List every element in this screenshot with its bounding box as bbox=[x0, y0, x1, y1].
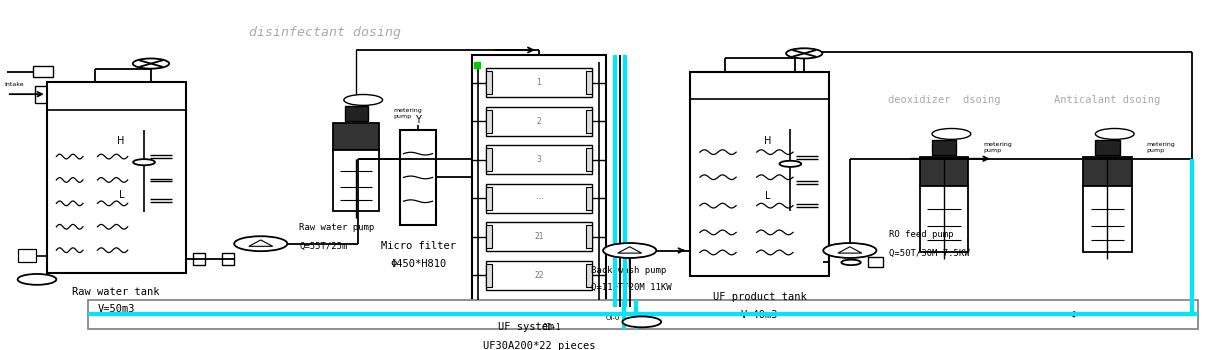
Bar bbox=[586, 71, 592, 94]
Text: Micro filter: Micro filter bbox=[380, 241, 455, 251]
Circle shape bbox=[932, 128, 971, 139]
Bar bbox=[193, 253, 205, 265]
Text: Raw water pump: Raw water pump bbox=[299, 223, 374, 232]
Text: ⋯: ⋯ bbox=[535, 194, 543, 203]
Bar bbox=[586, 110, 592, 133]
Text: Y: Y bbox=[415, 115, 421, 125]
Bar bbox=[635, 304, 652, 312]
Circle shape bbox=[786, 48, 822, 58]
Text: Intake: Intake bbox=[5, 82, 24, 88]
Bar bbox=[486, 107, 592, 135]
Bar bbox=[586, 187, 592, 210]
Text: Q=55T/25m: Q=55T/25m bbox=[299, 242, 348, 251]
Polygon shape bbox=[248, 240, 272, 246]
Bar bbox=[586, 225, 592, 248]
Text: metering
pump: metering pump bbox=[394, 108, 421, 119]
Bar bbox=[486, 225, 492, 248]
Bar bbox=[486, 222, 592, 251]
Text: UF30A200*22 pieces: UF30A200*22 pieces bbox=[483, 341, 596, 350]
Bar bbox=[486, 68, 592, 97]
Circle shape bbox=[133, 159, 155, 165]
Bar bbox=[920, 186, 969, 252]
Bar bbox=[690, 72, 830, 276]
Bar bbox=[486, 148, 492, 171]
Text: V=50m3: V=50m3 bbox=[97, 304, 134, 314]
Text: UF product tank: UF product tank bbox=[713, 292, 807, 302]
Bar bbox=[932, 140, 957, 155]
Circle shape bbox=[344, 94, 383, 105]
Bar bbox=[486, 110, 492, 133]
Text: Anticalant dsoing: Anticalant dsoing bbox=[1055, 94, 1160, 105]
Text: OI-1: OI-1 bbox=[543, 323, 562, 332]
Bar bbox=[87, 300, 1198, 329]
Polygon shape bbox=[618, 247, 642, 253]
Bar bbox=[47, 82, 185, 273]
Text: deoxidizer  dsoing: deoxidizer dsoing bbox=[888, 94, 1000, 105]
Bar bbox=[18, 249, 36, 262]
Text: L: L bbox=[765, 191, 771, 202]
Text: disinfectant dosing: disinfectant dosing bbox=[248, 26, 401, 40]
Bar bbox=[333, 149, 379, 211]
Text: RO feed pump: RO feed pump bbox=[889, 230, 953, 239]
Text: Back wash pump: Back wash pump bbox=[591, 266, 666, 275]
Circle shape bbox=[133, 58, 170, 69]
Text: Φ450*H810: Φ450*H810 bbox=[390, 259, 446, 270]
Bar bbox=[1096, 140, 1120, 155]
Text: 3: 3 bbox=[536, 155, 541, 164]
Bar bbox=[400, 130, 436, 225]
Bar bbox=[486, 184, 592, 212]
Bar bbox=[35, 86, 50, 103]
Text: OI-0: OI-0 bbox=[606, 315, 620, 321]
Text: metering
pump: metering pump bbox=[983, 142, 1011, 153]
Circle shape bbox=[18, 274, 57, 285]
Bar bbox=[486, 264, 492, 287]
Circle shape bbox=[234, 236, 287, 251]
Text: L: L bbox=[119, 190, 125, 200]
Text: H: H bbox=[764, 136, 771, 146]
Text: H: H bbox=[117, 136, 125, 146]
Text: UF system: UF system bbox=[498, 322, 553, 332]
Bar bbox=[348, 188, 367, 198]
Bar bbox=[222, 253, 234, 265]
Bar bbox=[34, 66, 53, 77]
Text: Raw water tank: Raw water tank bbox=[73, 287, 160, 297]
Text: Q=110T/20M 11KW: Q=110T/20M 11KW bbox=[591, 282, 672, 292]
Text: 1: 1 bbox=[536, 78, 541, 87]
Text: metering
pump: metering pump bbox=[1146, 142, 1175, 153]
Text: 21: 21 bbox=[534, 232, 544, 241]
Circle shape bbox=[780, 161, 802, 167]
Bar bbox=[1084, 186, 1132, 252]
Bar bbox=[1084, 157, 1132, 186]
Circle shape bbox=[622, 316, 661, 327]
Bar bbox=[920, 157, 969, 186]
Bar bbox=[333, 123, 379, 149]
Circle shape bbox=[603, 243, 656, 258]
Text: V=40m3: V=40m3 bbox=[741, 310, 779, 321]
Bar bbox=[868, 257, 883, 267]
Bar bbox=[486, 187, 492, 210]
Circle shape bbox=[842, 260, 861, 265]
Bar bbox=[486, 71, 492, 94]
Bar bbox=[486, 145, 592, 174]
Bar bbox=[345, 106, 368, 121]
Text: 2: 2 bbox=[536, 117, 541, 126]
Polygon shape bbox=[838, 247, 862, 253]
Bar bbox=[472, 55, 606, 307]
Bar bbox=[586, 264, 592, 287]
Text: 22: 22 bbox=[534, 271, 544, 280]
Text: Q=50T/30M 7.5KW: Q=50T/30M 7.5KW bbox=[889, 248, 969, 258]
Circle shape bbox=[823, 243, 877, 258]
Circle shape bbox=[1096, 128, 1133, 139]
Bar bbox=[486, 261, 592, 289]
Bar bbox=[586, 148, 592, 171]
